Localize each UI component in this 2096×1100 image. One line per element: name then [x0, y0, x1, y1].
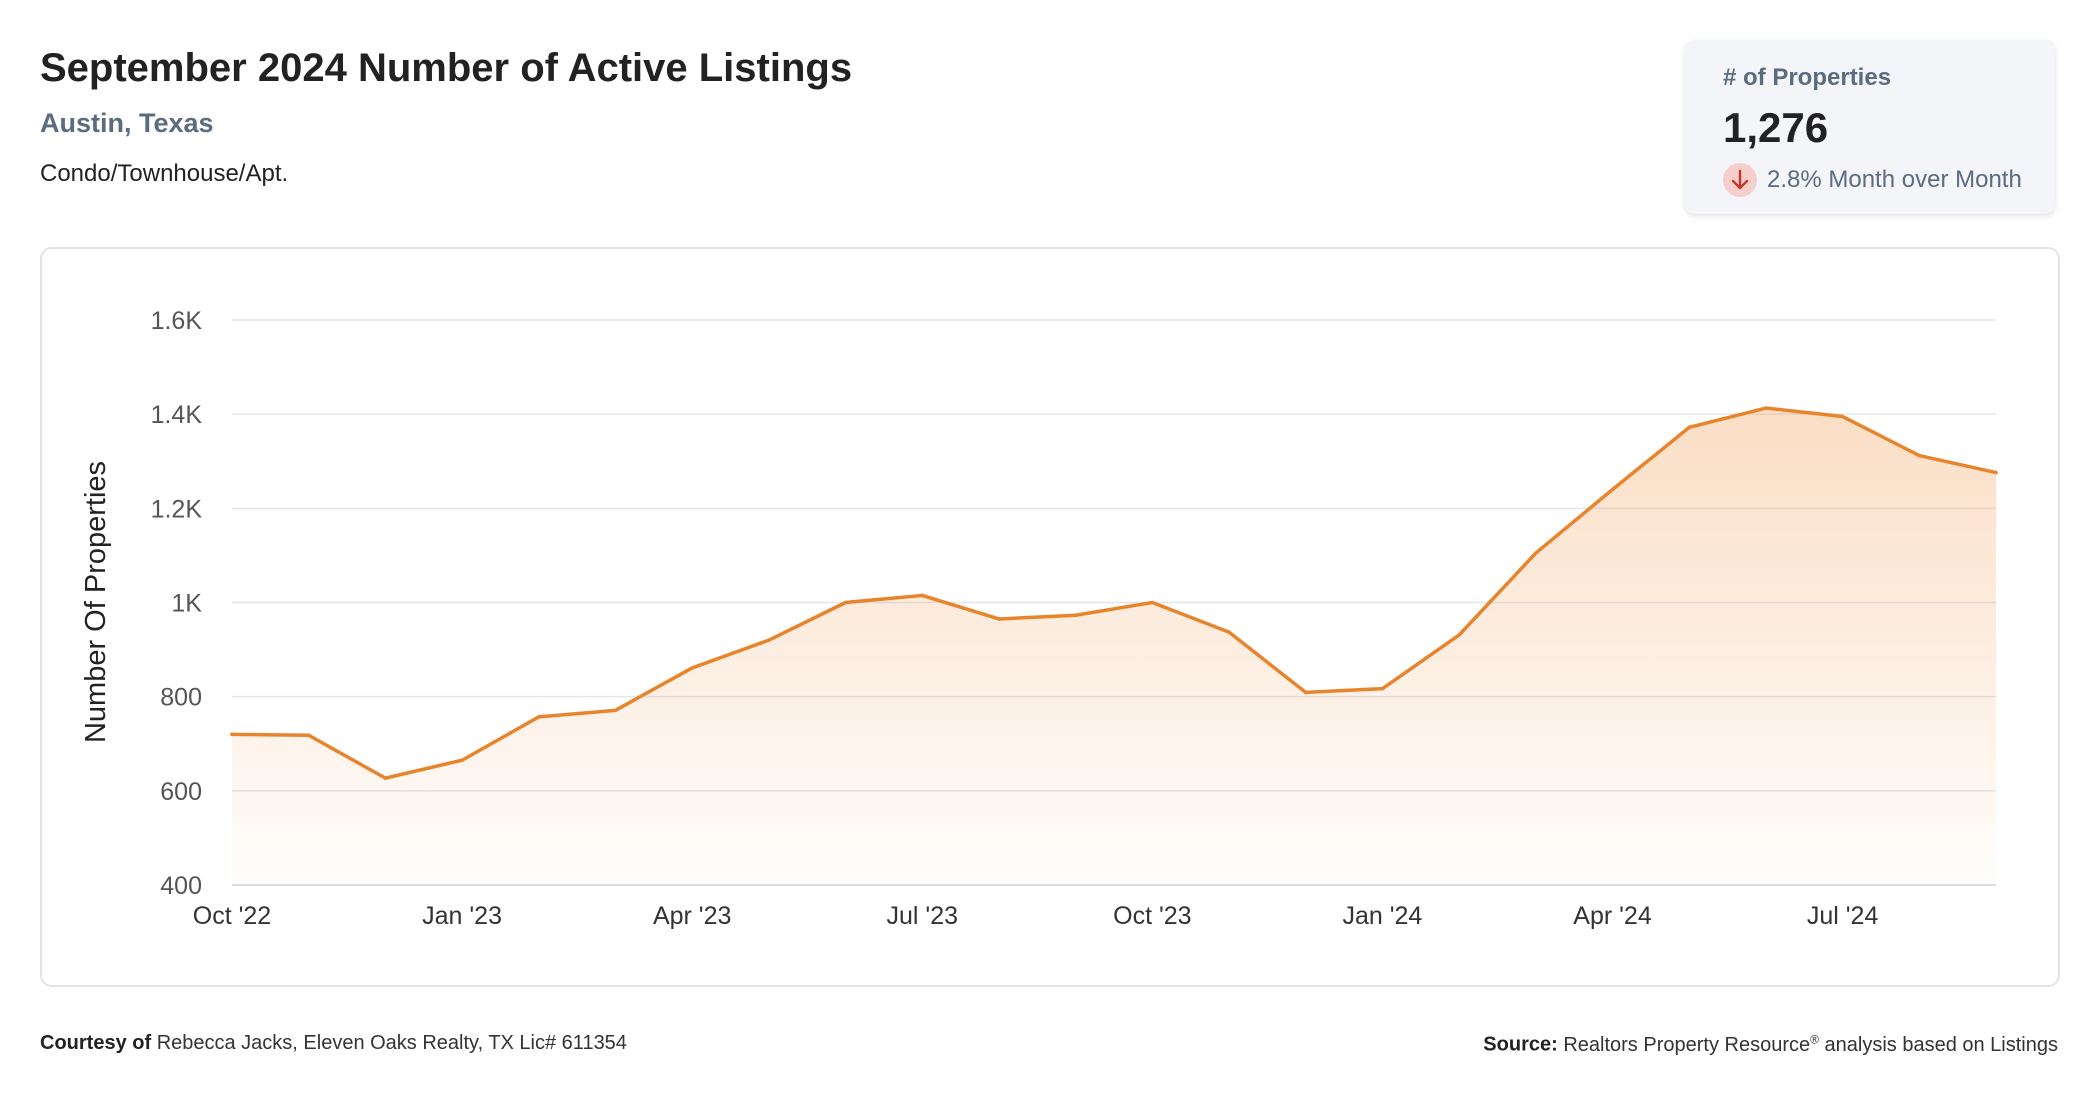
data-point [997, 617, 1001, 621]
data-point [767, 638, 771, 642]
arrow-down-icon [1723, 163, 1757, 197]
y-tick-label: 1.4K [151, 401, 203, 429]
listings-chart: 400 600 800 1K 1.2K 1.4K 1.6K Oct '22 Jan '23 Ap… [80, 307, 1998, 930]
stat-value: 1,276 [1723, 104, 1829, 151]
courtesy-text: Rebecca Jacks, Eleven Oaks Realty, TX Li… [156, 1032, 627, 1054]
courtesy-footer: Courtesy of Rebecca Jacks, Eleven Oaks R… [40, 1032, 627, 1055]
y-tick-label: 1K [171, 590, 202, 618]
y-tick-label: 600 [160, 778, 202, 806]
data-point [1380, 686, 1385, 691]
x-tick-label: Apr '23 [653, 902, 731, 930]
source-text: Realtors Property Resource® analysis bas… [1563, 1032, 2059, 1056]
data-point [1840, 414, 1845, 419]
stat-change-text: 2.8% Month over Month [1767, 166, 2022, 193]
data-point [536, 715, 541, 719]
data-point [1303, 690, 1308, 695]
properties-stat-card: # of Properties 1,276 2.8% Month over Mo… [1685, 40, 2055, 214]
y-tick-label: 1.2K [151, 495, 203, 523]
data-point [1687, 425, 1692, 430]
x-tick-label: Jan '23 [422, 902, 502, 930]
property-type-label: Condo/Townhouse/Apt. [40, 160, 289, 187]
data-point [1150, 600, 1155, 605]
data-point [383, 776, 388, 780]
data-point [1917, 453, 1922, 458]
x-tick-label: Jul '23 [887, 902, 958, 930]
data-point [843, 600, 848, 605]
data-point [230, 732, 234, 737]
data-point [1534, 551, 1538, 555]
y-tick-label: 1.6K [151, 307, 203, 335]
source-suffix: analysis based on Listings [1818, 1033, 2059, 1056]
source-label: Source: [1483, 1033, 1558, 1056]
location-subtitle: Austin, Texas [40, 108, 214, 138]
data-point [1227, 630, 1231, 634]
courtesy-label: Courtesy of [40, 1032, 152, 1054]
chart-panel: 400 600 800 1K 1.2K 1.4K 1.6K Oct '22 Jan '23 Ap… [40, 247, 2060, 987]
source-footer: Source: Realtors Property Resource® anal… [1483, 1032, 2058, 1057]
data-point [1994, 470, 1998, 475]
data-point [1764, 406, 1768, 410]
x-tick-label: Jul '24 [1807, 902, 1879, 930]
data-point [1073, 613, 1078, 618]
data-point [1457, 633, 1461, 637]
data-point [1610, 487, 1615, 492]
x-tick-label: Apr '24 [1573, 902, 1652, 930]
stat-label: # of Properties [1723, 64, 1892, 91]
x-tick-label: Oct '22 [193, 902, 271, 930]
y-tick-label: 400 [160, 872, 202, 900]
data-point [920, 593, 925, 598]
x-tick-label: Oct '23 [1113, 902, 1191, 930]
registered-mark: ® [1810, 1032, 1819, 1046]
data-point [613, 708, 618, 713]
page-title: September 2024 Number of Active Listings [40, 46, 853, 90]
series-line [230, 406, 1998, 780]
area-fill [232, 408, 1996, 885]
x-tick-label: Jan '24 [1343, 902, 1423, 930]
stat-change: 2.8% Month over Month [1723, 162, 2022, 198]
y-axis-label: Number Of Properties [80, 461, 112, 743]
y-tick-label: 800 [160, 684, 202, 712]
data-point [306, 733, 311, 738]
data-point [460, 758, 464, 763]
source-name: Realtors Property Resource [1563, 1033, 1811, 1056]
data-point [690, 666, 694, 670]
